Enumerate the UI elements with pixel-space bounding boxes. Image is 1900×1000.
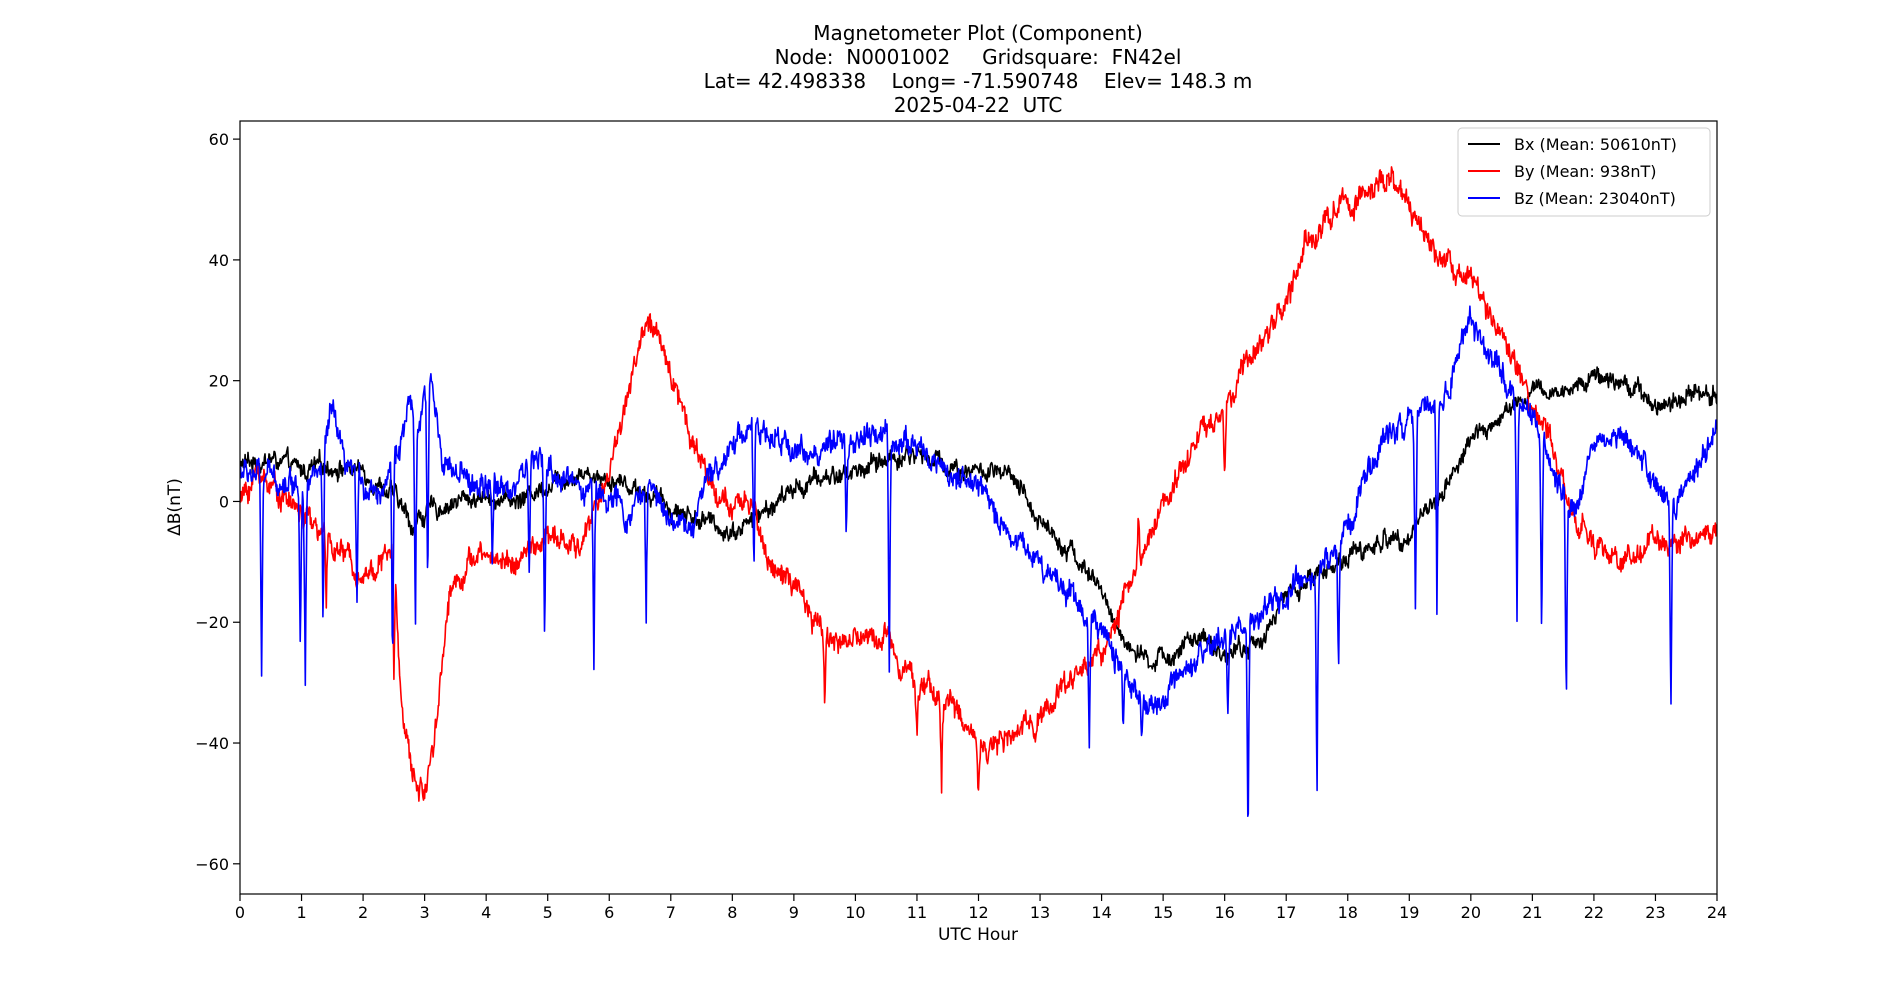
x-tick-label: 3 — [420, 903, 430, 922]
y-axis-label: ΔB(nT) — [165, 478, 185, 536]
legend-label-bz: Bz (Mean: 23040nT) — [1514, 189, 1676, 208]
x-tick-label: 10 — [845, 903, 865, 922]
title-line-3: Lat= 42.498338 Long= -71.590748 Elev= 14… — [704, 69, 1253, 93]
x-tick-label: 9 — [789, 903, 799, 922]
y-tick-label: −20 — [195, 613, 229, 632]
x-tick-label: 6 — [604, 903, 614, 922]
title-line-2: Node: N0001002 Gridsquare: FN42el — [775, 45, 1182, 69]
title-line-1: Magnetometer Plot (Component) — [813, 21, 1143, 45]
x-axis-label: UTC Hour — [938, 925, 1018, 945]
x-tick-label: 1 — [296, 903, 306, 922]
x-tick-label: 0 — [235, 903, 245, 922]
x-tick-label: 17 — [1276, 903, 1296, 922]
x-tick-label: 13 — [1030, 903, 1050, 922]
x-tick-label: 22 — [1584, 903, 1604, 922]
x-tick-label: 7 — [666, 903, 676, 922]
x-tick-label: 20 — [1461, 903, 1481, 922]
x-tick-label: 23 — [1645, 903, 1665, 922]
x-tick-label: 5 — [543, 903, 553, 922]
x-tick-label: 12 — [968, 903, 988, 922]
x-tick-label: 24 — [1707, 903, 1727, 922]
legend: Bx (Mean: 50610nT) By (Mean: 938nT) Bz (… — [1457, 127, 1711, 217]
y-tick-label: −60 — [195, 855, 229, 874]
x-tick-label: 14 — [1091, 903, 1111, 922]
y-tick-label: 60 — [209, 130, 229, 149]
x-tick-label: 8 — [727, 903, 737, 922]
chart-title: Magnetometer Plot (Component) Node: N000… — [704, 21, 1253, 117]
x-tick-label: 4 — [481, 903, 491, 922]
y-axis: −60 −40 −20 0 20 40 60 — [195, 130, 240, 874]
x-tick-label: 21 — [1522, 903, 1542, 922]
legend-label-by: By (Mean: 938nT) — [1514, 162, 1657, 181]
y-tick-label: 0 — [219, 492, 229, 511]
series-line-bx — [240, 366, 1717, 673]
x-tick-label: 18 — [1338, 903, 1358, 922]
x-tick-label: 2 — [358, 903, 368, 922]
y-tick-label: −40 — [195, 734, 229, 753]
series-line-by — [240, 166, 1717, 802]
series-line-bz — [240, 305, 1717, 817]
legend-box — [1457, 127, 1711, 217]
title-line-4: 2025-04-22 UTC — [894, 93, 1063, 117]
y-tick-label: 40 — [209, 251, 229, 270]
x-tick-label: 11 — [907, 903, 927, 922]
legend-label-bx: Bx (Mean: 50610nT) — [1514, 135, 1677, 154]
y-tick-label: 20 — [209, 372, 229, 391]
x-tick-label: 19 — [1399, 903, 1419, 922]
x-tick-label: 16 — [1214, 903, 1234, 922]
x-tick-label: 15 — [1153, 903, 1173, 922]
x-axis: 0 1 2 3 4 5 6 7 8 9 10 11 12 13 14 15 16 17 18 19 20 21 22 23 24 — [235, 894, 1727, 922]
series-layer — [240, 166, 1717, 817]
